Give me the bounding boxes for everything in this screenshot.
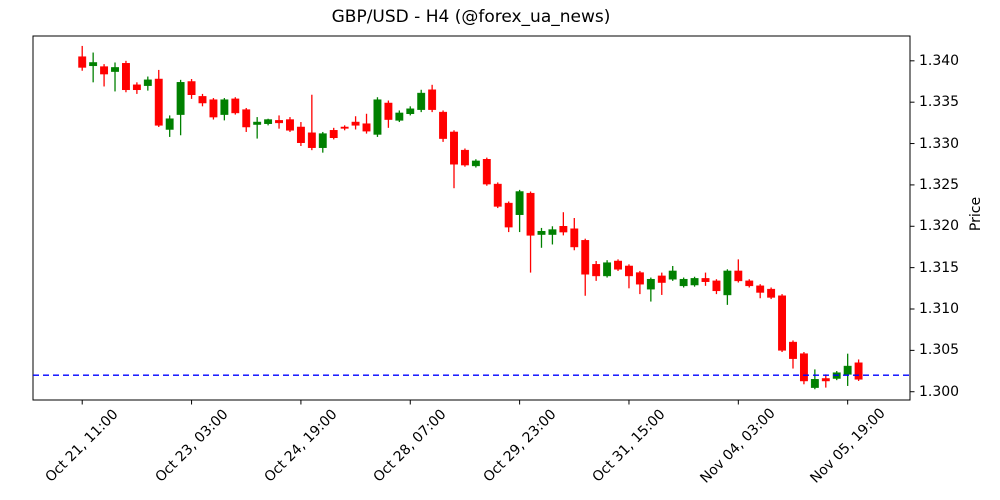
y-tick-label: 1.320 bbox=[919, 218, 960, 235]
candle-body-up bbox=[646, 278, 655, 290]
candle-body-up bbox=[253, 121, 262, 125]
candle-body-down bbox=[778, 295, 787, 351]
chart-title: GBP/USD - H4 (@forex_ua_news) bbox=[331, 7, 611, 27]
candle-body-down bbox=[428, 89, 437, 110]
y-tick-label: 1.315 bbox=[919, 259, 960, 276]
candle-body-down bbox=[460, 149, 469, 166]
candle-body-down bbox=[767, 288, 776, 298]
candle-body-down bbox=[307, 132, 316, 148]
candle-body-down bbox=[657, 275, 666, 283]
candle-body-down bbox=[209, 99, 218, 118]
candle-body-down bbox=[329, 130, 338, 139]
candle-body-up bbox=[603, 262, 612, 277]
candle-body-down bbox=[625, 265, 633, 277]
candle-body-down bbox=[734, 270, 743, 282]
y-tick-label: 1.330 bbox=[919, 135, 960, 152]
candle-body-down bbox=[614, 260, 622, 270]
candle-body-up bbox=[537, 230, 546, 235]
candle-body-down bbox=[570, 228, 579, 248]
candle-body-down bbox=[100, 66, 109, 75]
candle-body-down bbox=[286, 119, 294, 131]
candle-body-down bbox=[854, 362, 863, 380]
candle-body-up bbox=[395, 112, 404, 121]
candle-body-down bbox=[231, 98, 240, 114]
candle-body-up bbox=[810, 379, 819, 388]
candle-body-down bbox=[701, 278, 710, 282]
price-axis-label: Price bbox=[968, 196, 984, 232]
candle-body-down bbox=[78, 56, 87, 68]
candle-body-down bbox=[384, 102, 393, 120]
candle-body-up bbox=[679, 278, 688, 287]
candle-body-down bbox=[198, 96, 207, 104]
candle-body-down bbox=[121, 63, 130, 91]
y-tick-label: 1.340 bbox=[919, 52, 960, 69]
plot-frame bbox=[32, 35, 911, 401]
candle-body-down bbox=[789, 341, 797, 359]
candle-body-up bbox=[843, 365, 852, 375]
candle-body-down bbox=[242, 109, 251, 128]
candle-body-up bbox=[406, 108, 415, 115]
y-tick-label: 1.325 bbox=[919, 176, 960, 193]
candle-body-down bbox=[132, 84, 141, 91]
candle-body-down bbox=[351, 121, 360, 126]
candle-body-up bbox=[318, 133, 327, 148]
candle-body-down bbox=[526, 192, 535, 236]
candle-body-down bbox=[154, 78, 163, 126]
candle-body-up bbox=[471, 160, 480, 167]
candle-body-down bbox=[745, 280, 754, 287]
candle-body-up bbox=[690, 278, 699, 286]
y-tick-label: 1.300 bbox=[919, 383, 960, 400]
candle-body-down bbox=[482, 159, 491, 185]
candle-body-up bbox=[220, 99, 229, 115]
candle-body-up bbox=[723, 270, 732, 296]
y-tick-label: 1.305 bbox=[919, 342, 960, 359]
candle-body-down bbox=[799, 353, 808, 382]
candle-body-down bbox=[635, 272, 644, 285]
candle-body-down bbox=[581, 240, 590, 275]
y-tick-label: 1.335 bbox=[919, 94, 960, 111]
candle-body-down bbox=[439, 111, 448, 139]
candle-body-down bbox=[362, 123, 371, 132]
candle-body-down bbox=[296, 126, 305, 143]
candle-body-up bbox=[548, 229, 557, 235]
candle-body-down bbox=[504, 202, 513, 228]
candle-body-down bbox=[756, 285, 765, 293]
candle-body-down bbox=[187, 81, 196, 95]
candle-body-down bbox=[275, 120, 283, 124]
candle-body-up bbox=[417, 92, 426, 110]
candle-body-down bbox=[493, 183, 502, 207]
candle-body-down bbox=[450, 131, 458, 165]
candle-body-down bbox=[712, 280, 721, 292]
candle-body-up bbox=[111, 67, 119, 72]
candle-body-down bbox=[559, 226, 568, 233]
candle-body-up bbox=[89, 62, 98, 67]
candle-body-down bbox=[340, 126, 349, 129]
candle-body-up bbox=[373, 99, 382, 135]
candle-body-down bbox=[592, 264, 601, 277]
candle-body-up bbox=[264, 119, 273, 124]
y-tick-label: 1.310 bbox=[919, 301, 960, 317]
candle-body-up bbox=[668, 270, 677, 280]
candle-body-up bbox=[165, 118, 174, 130]
candle-body-down bbox=[821, 378, 830, 382]
candle-body-up bbox=[515, 191, 524, 215]
candle-body-up bbox=[143, 79, 152, 86]
candle-body-up bbox=[176, 82, 185, 115]
